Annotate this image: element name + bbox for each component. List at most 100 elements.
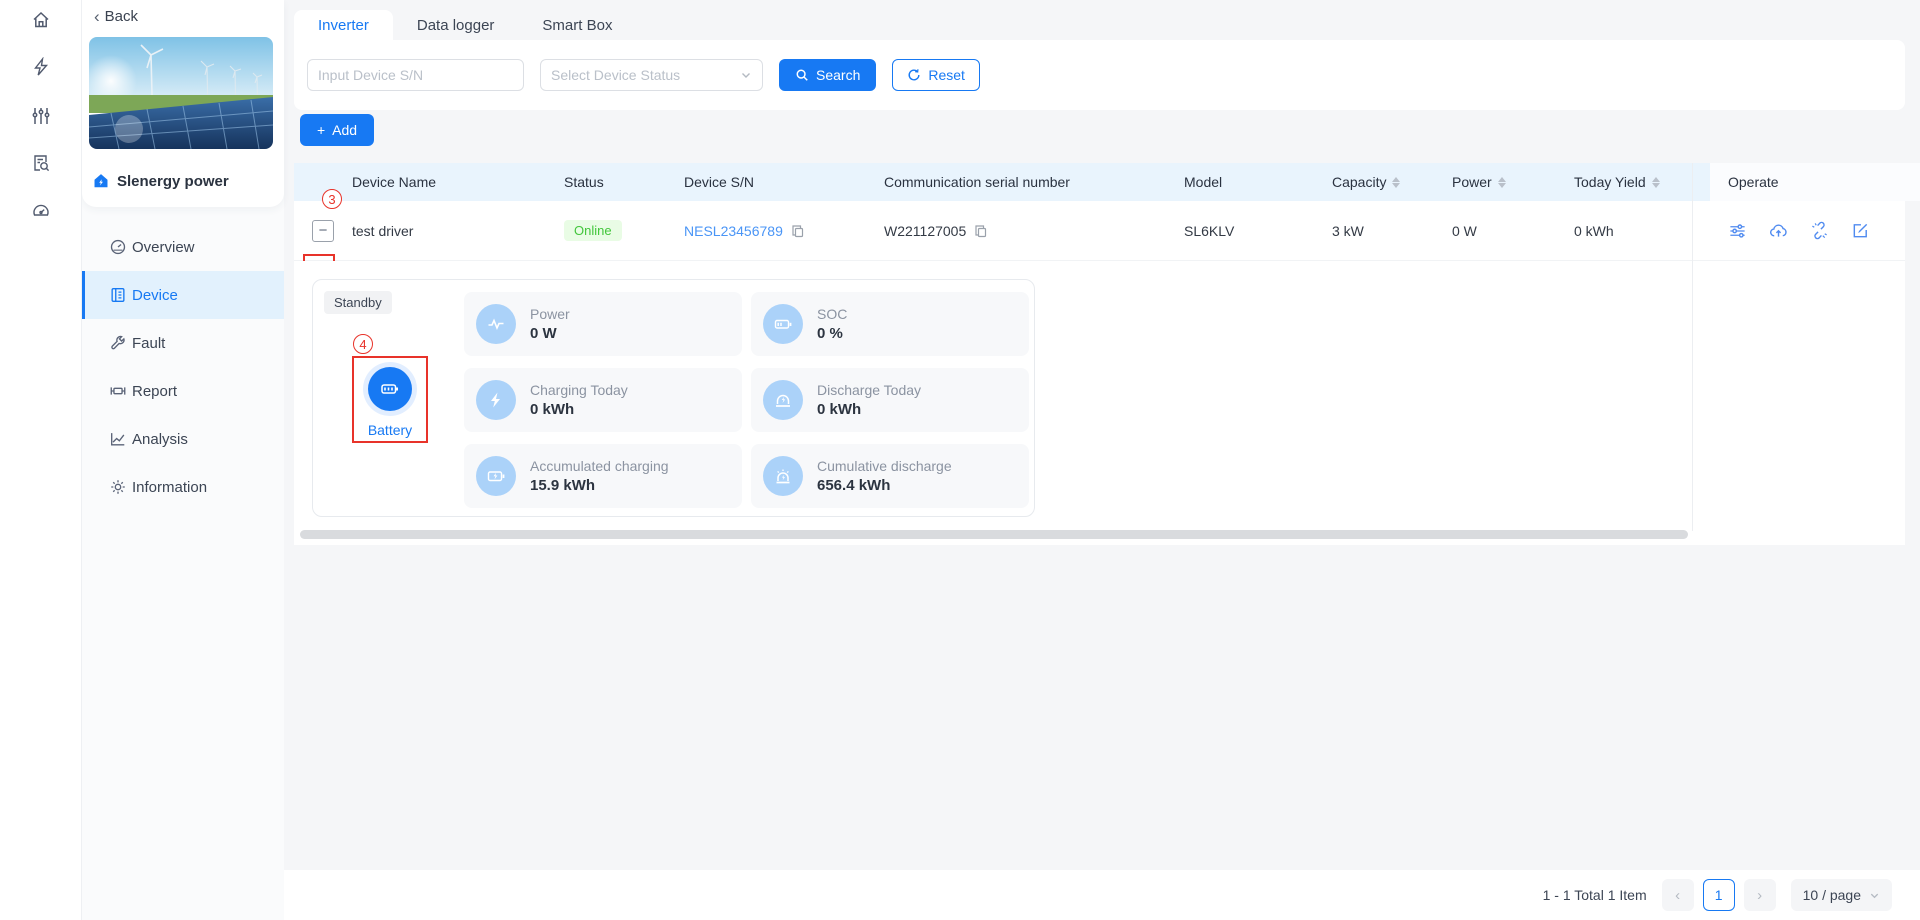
- device-sn-input[interactable]: [307, 59, 524, 91]
- col-header-capacity: Capacity: [1330, 163, 1450, 201]
- page-size-select[interactable]: 10 / page: [1790, 879, 1892, 911]
- copy-icon[interactable]: [974, 224, 988, 238]
- sidebar-item-analysis[interactable]: Analysis: [82, 415, 284, 463]
- collapse-row-button[interactable]: −: [312, 219, 334, 242]
- wrench-icon: [109, 334, 127, 352]
- col-header-comm-sn: Communication serial number: [884, 174, 1070, 190]
- col-header-today-yield: Today Yield: [1572, 163, 1710, 201]
- chevron-down-icon: [740, 69, 752, 81]
- sidebar-item-label: Report: [132, 382, 178, 400]
- device-status-select[interactable]: Select Device Status: [540, 59, 763, 91]
- prev-page-button[interactable]: ‹: [1661, 879, 1694, 911]
- annotation-step-3: 3: [322, 189, 342, 209]
- add-label: Add: [332, 122, 358, 138]
- metric-card-soc: SOC 0 %: [751, 292, 1029, 356]
- reset-label: Reset: [928, 67, 965, 83]
- pagination: 1 - 1 Total 1 Item ‹ 1 › 10 / page: [1543, 879, 1892, 911]
- cloud-upgrade-icon[interactable]: [1769, 221, 1788, 240]
- sidebar-item-label: Analysis: [132, 430, 188, 448]
- col-header-status: Status: [564, 174, 604, 190]
- back-button[interactable]: ‹ Back: [94, 8, 138, 25]
- main-content: Inverter Data logger Smart Box Select De…: [284, 0, 1920, 870]
- sidebar-item-device[interactable]: Device: [82, 271, 284, 319]
- search-label: Search: [816, 67, 861, 83]
- table-row: − 3 test driver Online NESL23456789 W221…: [294, 189, 1905, 287]
- reset-icon: [907, 68, 921, 82]
- sidebar-item-overview[interactable]: Overview: [82, 223, 284, 271]
- copy-icon[interactable]: [791, 224, 805, 238]
- soc-battery-icon: [763, 304, 803, 344]
- sidebar-item-report[interactable]: Report: [82, 367, 284, 415]
- metric-card-accumulated-charging: Accumulated charging 15.9 kWh: [464, 444, 742, 508]
- model-cell: SL6KLV: [1184, 222, 1235, 239]
- today-yield-cell: 0 kWh: [1574, 222, 1614, 239]
- battery-device-button[interactable]: Battery: [352, 356, 428, 443]
- tab-label: Data logger: [416, 16, 495, 34]
- page-number-1[interactable]: 1: [1702, 879, 1735, 911]
- plant-title-row: Slenergy power: [92, 172, 229, 190]
- edit-icon[interactable]: [1851, 221, 1870, 240]
- horizontal-scrollbar[interactable]: [300, 530, 1688, 539]
- sliders-icon[interactable]: [31, 106, 51, 126]
- power-cell: 0 W: [1452, 222, 1477, 239]
- search-icon: [795, 68, 809, 82]
- device-table: Device Name Status Device S/N Communicat…: [294, 163, 1920, 545]
- table-header-row: Device Name Status Device S/N Communicat…: [294, 163, 1920, 201]
- status-cell: Online: [562, 201, 682, 260]
- pagination-total: 1 - 1 Total 1 Item: [1542, 887, 1647, 903]
- parameter-settings-icon[interactable]: [1728, 221, 1747, 240]
- back-chevron-icon: ‹: [94, 7, 100, 26]
- pulse-icon: [476, 304, 516, 344]
- metric-card-discharge-today: Discharge Today 0 kWh: [751, 368, 1029, 432]
- page-size-value: 10 / page: [1802, 887, 1861, 903]
- add-device-button[interactable]: + Add: [300, 114, 374, 146]
- tab-label: Smart Box: [542, 16, 613, 34]
- search-button[interactable]: Search: [779, 59, 877, 91]
- tab-smart-box[interactable]: Smart Box: [518, 10, 636, 40]
- battery-icon: [368, 366, 412, 411]
- sidebar-item-label: Overview: [132, 238, 195, 256]
- sort-today-yield-icon[interactable]: [1651, 176, 1660, 188]
- sidebar-item-information[interactable]: Information: [82, 463, 284, 511]
- sidebar-item-label: Fault: [132, 334, 166, 352]
- battery-label: Battery: [367, 421, 413, 438]
- bolt-icon[interactable]: [31, 57, 51, 77]
- capacity-cell: 3 kW: [1332, 222, 1364, 239]
- overview-gauge-icon: [109, 238, 127, 256]
- sort-capacity-icon[interactable]: [1392, 176, 1401, 188]
- col-header-device-name: Device Name: [352, 174, 437, 190]
- plant-house-icon: [94, 174, 108, 188]
- charge-bolt-icon: [476, 380, 516, 420]
- battery-metrics: Power 0 W SOC 0 % Charging Today 0 kWh: [464, 292, 1029, 508]
- sidebar-item-fault[interactable]: Fault: [82, 319, 284, 367]
- device-sn-link[interactable]: NESL23456789: [684, 222, 783, 239]
- plant-card: ‹ Back: [82, 0, 284, 207]
- footer: 1 - 1 Total 1 Item ‹ 1 › 10 / page: [284, 870, 1920, 920]
- home-icon[interactable]: [31, 10, 51, 30]
- chart-line-icon: [109, 430, 127, 448]
- operate-cell: [1710, 201, 1920, 260]
- filter-panel: Select Device Status Search Reset: [294, 40, 1905, 110]
- icon-rail: [0, 0, 82, 920]
- expand-cell: − 3: [294, 189, 350, 287]
- reset-button[interactable]: Reset: [892, 59, 980, 91]
- tab-data-logger[interactable]: Data logger: [393, 10, 519, 40]
- unbind-icon[interactable]: [1810, 221, 1829, 240]
- back-label: Back: [104, 8, 139, 25]
- device-name-cell: test driver: [352, 222, 414, 239]
- row-detail-zone: Standby 4 Battery Power 0 W: [294, 261, 1905, 545]
- plant-name: Slenergy power: [117, 172, 229, 190]
- metric-card-cumulative-discharge: Cumulative discharge 656.4 kWh: [751, 444, 1029, 508]
- comm-sn-value: W221127005: [884, 222, 967, 239]
- tab-label: Inverter: [318, 16, 369, 34]
- battery-icon-glow: [363, 361, 417, 416]
- device-type-tabs: Inverter Data logger Smart Box: [294, 10, 636, 40]
- gauge-icon[interactable]: [31, 201, 51, 221]
- col-header-operate: Operate: [1710, 163, 1920, 201]
- sort-power-icon[interactable]: [1497, 176, 1506, 188]
- tab-inverter[interactable]: Inverter: [294, 10, 393, 40]
- status-badge: Online: [564, 220, 622, 241]
- plus-icon: +: [316, 122, 326, 138]
- next-page-button[interactable]: ›: [1743, 879, 1776, 911]
- report-search-icon[interactable]: [31, 153, 51, 173]
